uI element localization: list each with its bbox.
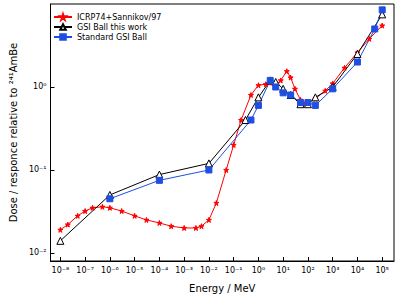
svg-text:ICRP74+Sannikov/97: ICRP74+Sannikov/97 — [77, 13, 161, 22]
svg-text:10⁻⁵: 10⁻⁵ — [126, 266, 144, 275]
svg-text:10⁻⁸: 10⁻⁸ — [52, 266, 70, 275]
svg-text:10²: 10² — [301, 266, 314, 275]
svg-text:10⁻¹: 10⁻¹ — [29, 165, 47, 174]
svg-text:10⁻²: 10⁻² — [29, 248, 47, 257]
svg-text:10⁰: 10⁰ — [33, 82, 46, 91]
svg-text:10⁻⁶: 10⁻⁶ — [101, 266, 119, 275]
svg-text:10⁴: 10⁴ — [351, 266, 364, 275]
svg-text:10⁻³: 10⁻³ — [175, 266, 193, 275]
svg-text:10⁵: 10⁵ — [375, 266, 388, 275]
svg-text:GSI Ball this work: GSI Ball this work — [77, 23, 147, 32]
svg-text:10⁻²: 10⁻² — [200, 266, 218, 275]
svg-text:Standard GSI Ball: Standard GSI Ball — [77, 33, 147, 42]
svg-text:10⁻⁴: 10⁻⁴ — [151, 266, 169, 275]
svg-text:10¹: 10¹ — [276, 266, 289, 275]
svg-text:10⁻¹: 10⁻¹ — [225, 266, 243, 275]
svg-text:Dose / responce relative to ²⁴: Dose / responce relative to ²⁴¹AmBe — [8, 43, 19, 223]
svg-text:10⁰: 10⁰ — [252, 266, 265, 275]
svg-text:10³: 10³ — [326, 266, 339, 275]
svg-text:10⁻⁷: 10⁻⁷ — [76, 266, 94, 275]
svg-text:Energy / MeV: Energy / MeV — [189, 283, 256, 294]
